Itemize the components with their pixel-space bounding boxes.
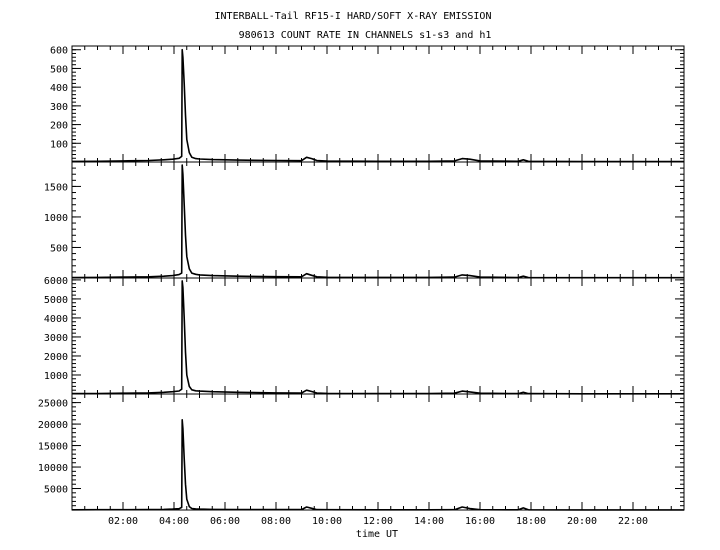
y-tick-label: 100 bbox=[50, 139, 68, 150]
y-tick-label: 3000 bbox=[44, 333, 68, 344]
x-axis-label: time UT bbox=[356, 529, 398, 540]
y-tick-label: 5000 bbox=[44, 485, 68, 496]
x-tick-label: 18:00 bbox=[516, 516, 546, 527]
y-tick-label: 6000 bbox=[44, 276, 68, 287]
y-tick-label: 400 bbox=[50, 83, 68, 94]
chart-subtitle: 980613 COUNT RATE IN CHANNELS s1-s3 and … bbox=[239, 30, 492, 41]
x-tick-label: 14:00 bbox=[414, 516, 444, 527]
panel-frame bbox=[71, 161, 685, 279]
panel-1: 100 200 300 400 500 600 bbox=[50, 45, 685, 163]
x-tick-label: 04:00 bbox=[159, 516, 189, 527]
count-rate-line bbox=[71, 418, 684, 511]
y-tick-label: 15000 bbox=[38, 442, 68, 453]
y-tick-label: 5000 bbox=[44, 295, 68, 306]
panel-group: 100 200 300 400 500 600 500 1000 1500 1000 2000 300… bbox=[38, 45, 685, 527]
y-tick-label: 4000 bbox=[44, 314, 68, 325]
x-tick-label: 12:00 bbox=[363, 516, 393, 527]
x-tick-label: 08:00 bbox=[261, 516, 291, 527]
y-tick-label: 20000 bbox=[38, 420, 68, 431]
x-tick-label: 22:00 bbox=[618, 516, 648, 527]
panel-frame bbox=[71, 277, 685, 395]
count-rate-line bbox=[71, 48, 684, 163]
y-tick-label: 500 bbox=[50, 64, 68, 75]
y-tick-label: 2000 bbox=[44, 352, 68, 363]
x-tick-label: 10:00 bbox=[312, 516, 342, 527]
y-tick-label: 1000 bbox=[44, 213, 68, 224]
y-tick-label: 600 bbox=[50, 46, 68, 57]
panel-3: 1000 2000 3000 4000 5000 6000 bbox=[44, 276, 685, 395]
y-tick-label: 300 bbox=[50, 102, 68, 113]
y-tick-label: 1000 bbox=[44, 371, 68, 382]
panel-frame bbox=[71, 45, 685, 163]
count-rate-line bbox=[71, 164, 684, 279]
count-rate-line bbox=[71, 280, 684, 395]
y-tick-label: 25000 bbox=[38, 399, 68, 410]
panel-4: 5000 10000 15000 20000 25000 bbox=[38, 393, 685, 511]
y-tick-label: 10000 bbox=[38, 463, 68, 474]
panel-frame bbox=[71, 393, 685, 511]
x-tick-label: 02:00 bbox=[108, 516, 138, 527]
y-tick-label: 1500 bbox=[44, 182, 68, 193]
x-tick-label: 06:00 bbox=[210, 516, 240, 527]
x-tick-label: 16:00 bbox=[465, 516, 495, 527]
x-tick-label: 20:00 bbox=[567, 516, 597, 527]
chart-title: INTERBALL-Tail RF15-I HARD/SOFT X-RAY EM… bbox=[215, 11, 492, 22]
y-tick-label: 200 bbox=[50, 121, 68, 132]
panel-2: 500 1000 1500 bbox=[44, 161, 685, 279]
y-tick-label: 500 bbox=[50, 243, 68, 254]
